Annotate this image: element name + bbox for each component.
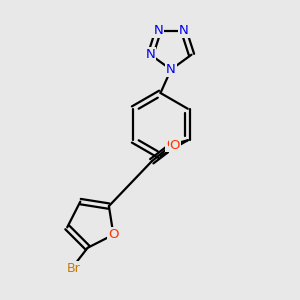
Text: N: N xyxy=(146,48,155,61)
Text: N: N xyxy=(179,24,189,37)
Text: N: N xyxy=(153,24,163,37)
Text: N: N xyxy=(166,63,176,76)
Text: O: O xyxy=(169,139,180,152)
Text: O: O xyxy=(166,138,176,151)
Text: Br: Br xyxy=(67,262,80,275)
Text: O: O xyxy=(108,228,119,241)
